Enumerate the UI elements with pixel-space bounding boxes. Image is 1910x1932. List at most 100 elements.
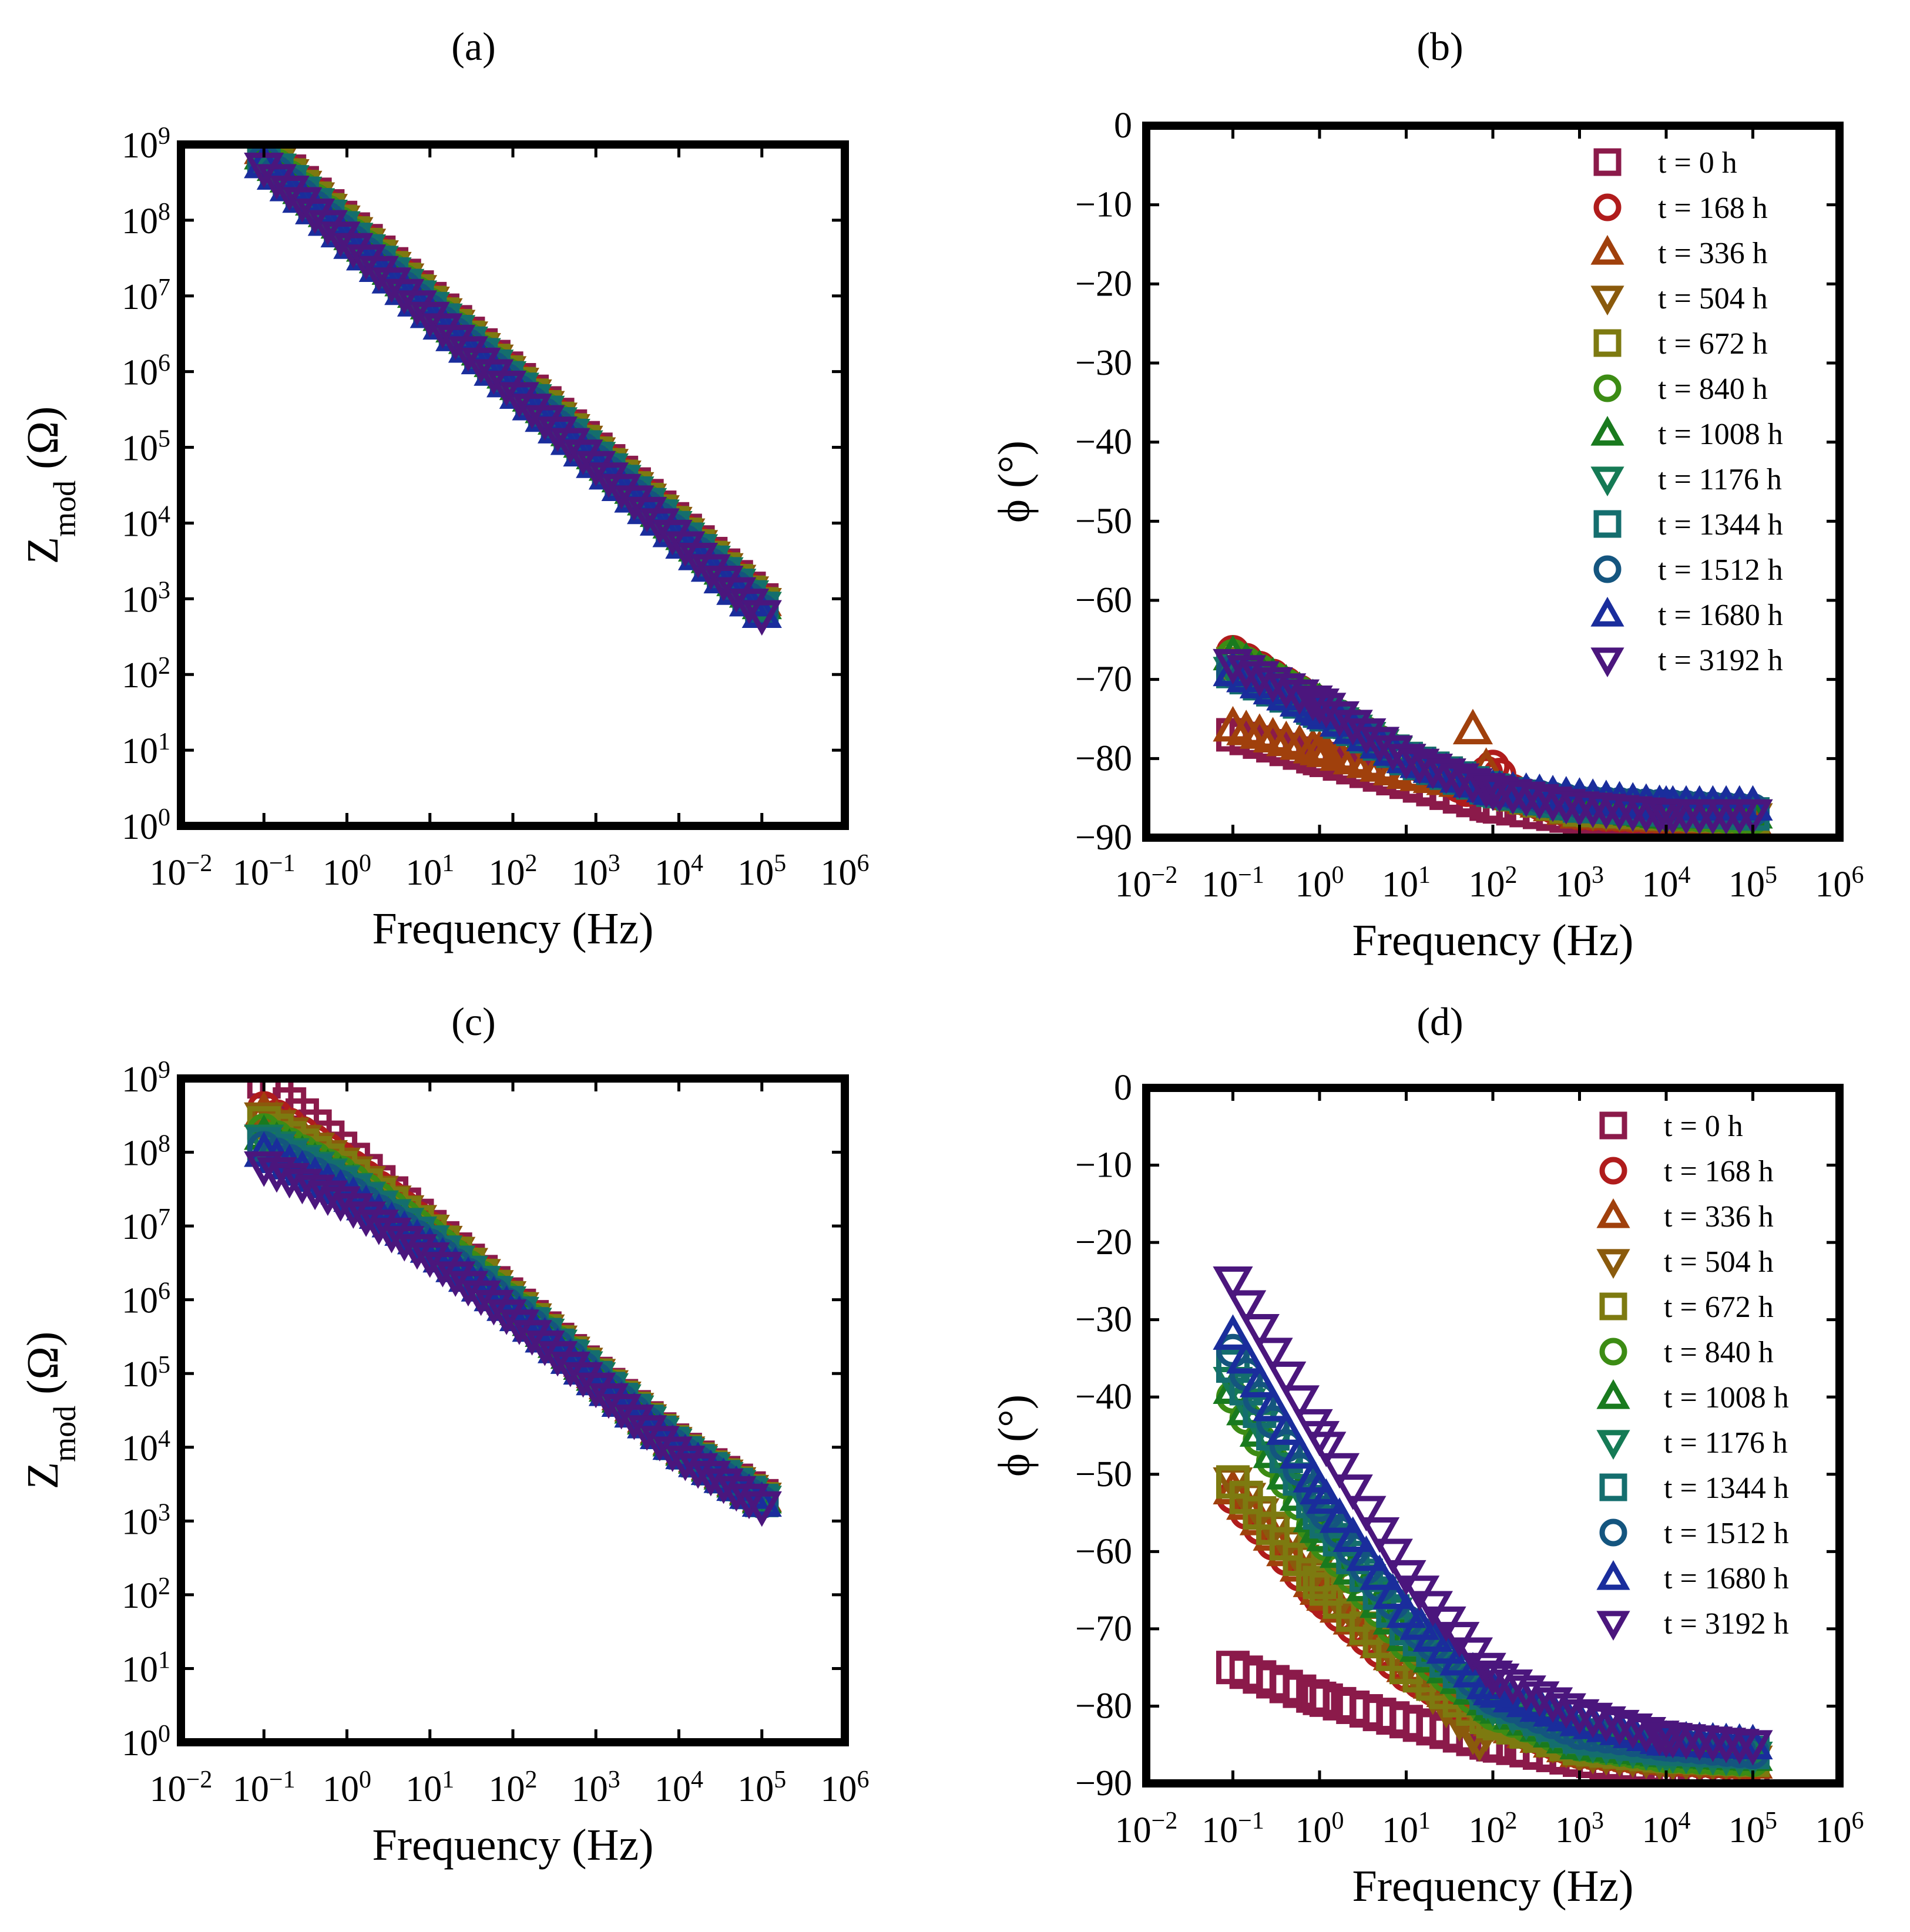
data-point xyxy=(1412,754,1453,789)
y-tick-label: −50 xyxy=(1075,501,1132,541)
y-tick-label: −30 xyxy=(1075,343,1132,383)
data-point xyxy=(1279,1433,1320,1469)
legend-label: t = 1008 h xyxy=(1664,1381,1789,1414)
data-point xyxy=(1646,799,1687,835)
data-point xyxy=(1239,1313,1280,1350)
data-point xyxy=(1299,1421,1340,1457)
y-tick-label: 101 xyxy=(122,1647,170,1689)
x-tick-label: 104 xyxy=(654,1766,703,1809)
x-axis-title: Frequency (Hz) xyxy=(372,904,653,953)
legend-label: t = 1344 h xyxy=(1664,1471,1789,1505)
data-point xyxy=(409,1242,450,1278)
chart-0: 10−2 10−1 100 101 102 103 104 105 106 100 101 102 10… xyxy=(18,123,870,953)
y-tick-label: −80 xyxy=(1075,1686,1132,1726)
data-point xyxy=(1360,1554,1400,1590)
y-tick-label: −90 xyxy=(1075,1763,1132,1803)
x-tick-label: 103 xyxy=(572,1766,620,1809)
data-point xyxy=(1303,1565,1337,1600)
data-point xyxy=(1386,744,1426,779)
y-tick-label: −70 xyxy=(1075,1609,1132,1649)
y-tick-label: 107 xyxy=(122,1204,170,1247)
x-tick-label: 100 xyxy=(323,850,371,893)
data-point xyxy=(1253,1338,1293,1373)
legend-label: t = 0 h xyxy=(1658,146,1737,180)
data-point xyxy=(1226,1290,1267,1326)
data-point xyxy=(1299,1469,1340,1504)
data-point xyxy=(1319,1453,1360,1489)
x-tick-label: 10−1 xyxy=(1201,1807,1264,1850)
data-point xyxy=(422,1252,463,1288)
data-point xyxy=(1346,718,1387,754)
data-point xyxy=(1733,799,1773,835)
series-t-3192-h xyxy=(244,1151,782,1527)
data-point xyxy=(1519,1681,1560,1717)
legend-label: t = 1344 h xyxy=(1658,508,1783,542)
data-point xyxy=(1506,1675,1546,1711)
data-point xyxy=(1372,1573,1413,1610)
y-tick-label: 108 xyxy=(122,1131,170,1174)
legend-label: t = 504 h xyxy=(1658,282,1768,315)
y-tick-label: 103 xyxy=(122,1499,170,1542)
plot-area xyxy=(244,1078,782,1527)
chart-1: 10−2 10−1 100 101 102 103 104 105 106 0 −10 −20 −30 −… xyxy=(989,106,1864,965)
x-tick-label: 103 xyxy=(572,850,620,893)
data-point xyxy=(588,1383,629,1419)
y-tick-label: 104 xyxy=(122,501,170,544)
y-axis-title: Zmod (Ω) xyxy=(18,406,82,565)
data-point xyxy=(1472,1660,1513,1696)
y-tick-label: 108 xyxy=(122,199,170,241)
data-point xyxy=(1479,1663,1520,1699)
y-tick-label: 105 xyxy=(122,426,170,469)
chart-2: 10−2 10−1 100 101 102 103 104 105 106 100 101 102 10… xyxy=(18,1057,870,1870)
data-point xyxy=(474,1290,514,1326)
x-axis-title: Frequency (Hz) xyxy=(1352,916,1633,965)
data-point xyxy=(1299,688,1340,724)
y-tick-label: −50 xyxy=(1075,1454,1132,1494)
legend-marker xyxy=(1593,193,1622,221)
legend-marker xyxy=(1599,1292,1627,1321)
plot-frame xyxy=(177,140,849,830)
data-point xyxy=(1346,1496,1387,1532)
legend-marker xyxy=(1590,596,1624,627)
data-point xyxy=(1303,1681,1337,1715)
chart-layer: 10−2 10−1 100 101 102 103 104 105 10610010110210… xyxy=(18,106,1864,1911)
data-point xyxy=(1346,1535,1387,1571)
data-point xyxy=(1213,1314,1253,1350)
data-point xyxy=(741,1491,782,1527)
data-point xyxy=(1332,1516,1373,1552)
x-tick-label: 102 xyxy=(489,1766,538,1809)
y-tick-label: 107 xyxy=(122,274,170,317)
legend-marker xyxy=(1599,1518,1627,1547)
data-point xyxy=(1306,693,1347,728)
legend-marker xyxy=(1590,415,1624,446)
x-tick-label: 101 xyxy=(405,1766,454,1809)
panel-label-b: (b) xyxy=(1416,24,1463,69)
legend-marker xyxy=(1596,1560,1630,1590)
x-axis-title: Frequency (Hz) xyxy=(1352,1862,1633,1911)
legend-label: t = 1008 h xyxy=(1658,418,1783,451)
data-point xyxy=(1546,1693,1586,1729)
data-point xyxy=(244,1151,284,1187)
y-tick-label: −30 xyxy=(1075,1300,1132,1340)
x-tick-label: 102 xyxy=(489,850,538,893)
data-point xyxy=(1573,1702,1613,1739)
data-point xyxy=(1239,1362,1280,1397)
panel-label-c: (c) xyxy=(451,999,495,1044)
data-point xyxy=(1372,735,1413,771)
data-point xyxy=(1332,710,1373,745)
x-tick-label: 102 xyxy=(1469,862,1518,905)
data-point xyxy=(1266,1361,1307,1397)
data-point xyxy=(1586,1706,1626,1742)
data-point xyxy=(1360,1517,1400,1553)
data-point xyxy=(601,1394,642,1430)
legend-marker xyxy=(1596,1198,1630,1228)
data-point xyxy=(1439,763,1480,799)
data-point xyxy=(486,1299,527,1335)
y-tick-label: 102 xyxy=(122,653,170,695)
legend-label: t = 1512 h xyxy=(1664,1517,1789,1550)
y-tick-label: −40 xyxy=(1075,422,1132,462)
x-tick-label: 103 xyxy=(1555,862,1604,905)
y-tick-label: 100 xyxy=(122,1721,170,1763)
y-tick-label: 104 xyxy=(122,1426,170,1469)
